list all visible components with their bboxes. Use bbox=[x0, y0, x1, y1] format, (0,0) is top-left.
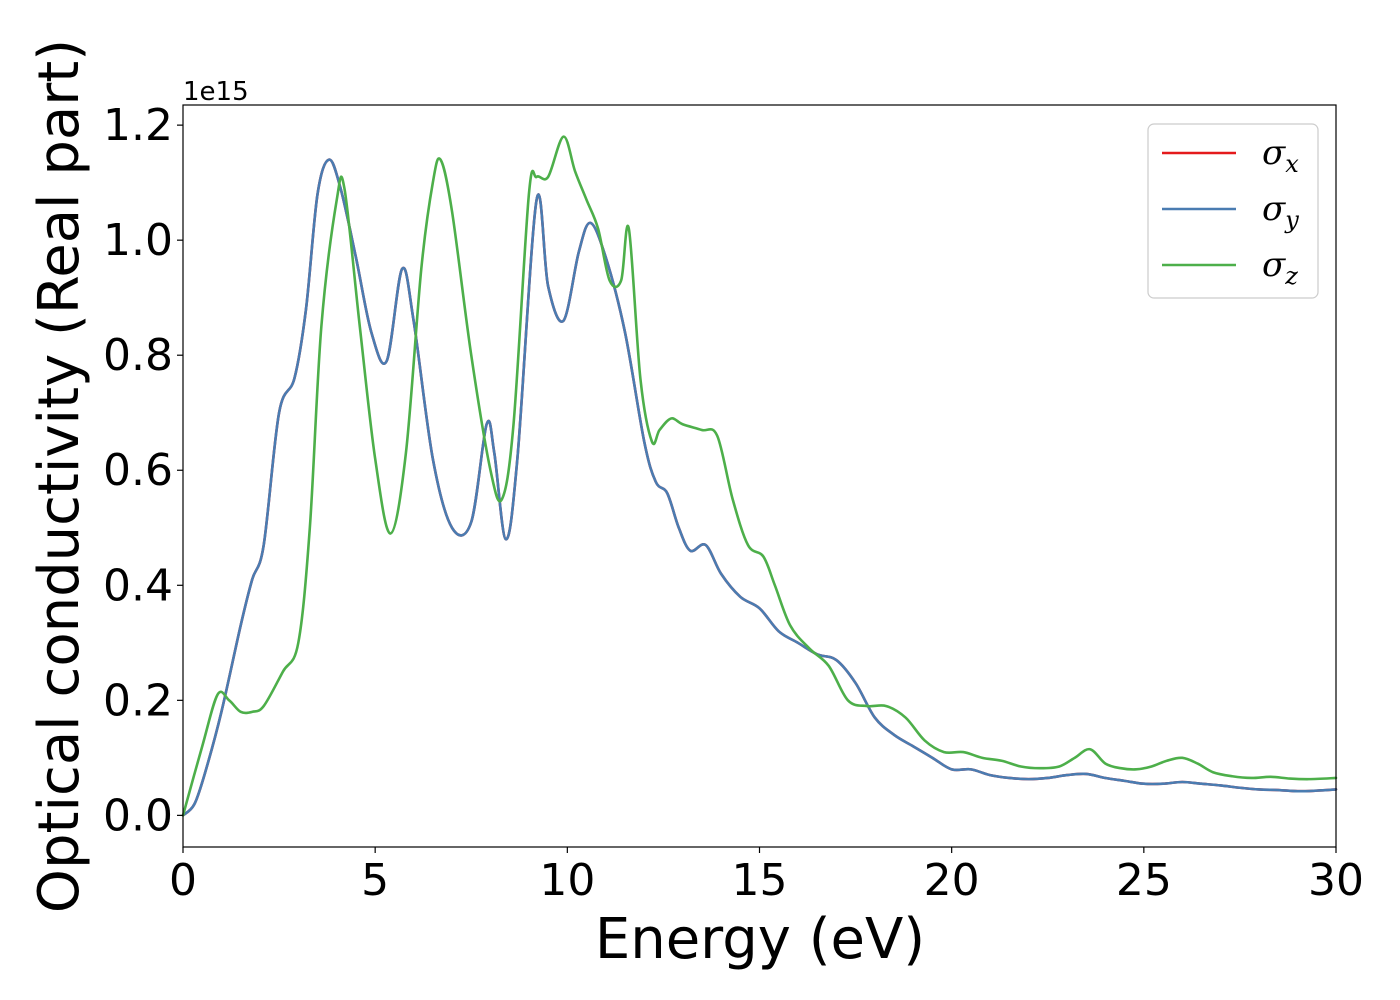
y-tick-label: 0.0 bbox=[103, 790, 173, 841]
y-tick-label: 1.2 bbox=[103, 100, 173, 151]
x-axis: 0 5 10 15 20 25 30 bbox=[169, 847, 1364, 906]
legend-box bbox=[1147, 123, 1319, 299]
legend-item-x: σx bbox=[1162, 133, 1299, 178]
legend-label: σx bbox=[1262, 133, 1299, 178]
y-tick-label: 0.4 bbox=[103, 560, 173, 611]
x-tick-label: 0 bbox=[169, 855, 197, 906]
x-tick-label: 15 bbox=[732, 855, 788, 906]
legend-item-y: σy bbox=[1162, 189, 1299, 234]
x-tick-label: 25 bbox=[1116, 855, 1172, 906]
legend-label: σz bbox=[1262, 245, 1298, 290]
y-tick-label: 0.2 bbox=[103, 675, 173, 726]
y-tick-label: 0.8 bbox=[103, 330, 173, 381]
plot-series bbox=[181, 135, 1338, 817]
x-tick-label: 10 bbox=[539, 855, 595, 906]
y-axis: 0.0 0.2 0.4 0.6 0.8 1.0 1.2 bbox=[103, 100, 183, 841]
x-axis-title: Energy (eV) bbox=[595, 907, 925, 972]
legend-item-z: σz bbox=[1162, 245, 1298, 290]
y-offset-label: 1e15 bbox=[183, 77, 249, 107]
series-line-y bbox=[181, 158, 1338, 817]
y-tick-label: 1.0 bbox=[103, 215, 173, 266]
x-tick-label: 20 bbox=[924, 855, 980, 906]
x-tick-label: 5 bbox=[361, 855, 389, 906]
y-axis-title: Optical conductivity (Real part) bbox=[27, 39, 92, 913]
legend-label: σy bbox=[1262, 189, 1299, 234]
series-line-z bbox=[181, 135, 1338, 817]
y-tick-label: 0.6 bbox=[103, 445, 173, 496]
legend: σx σy σz bbox=[1147, 123, 1319, 299]
x-tick-label: 30 bbox=[1308, 855, 1364, 906]
